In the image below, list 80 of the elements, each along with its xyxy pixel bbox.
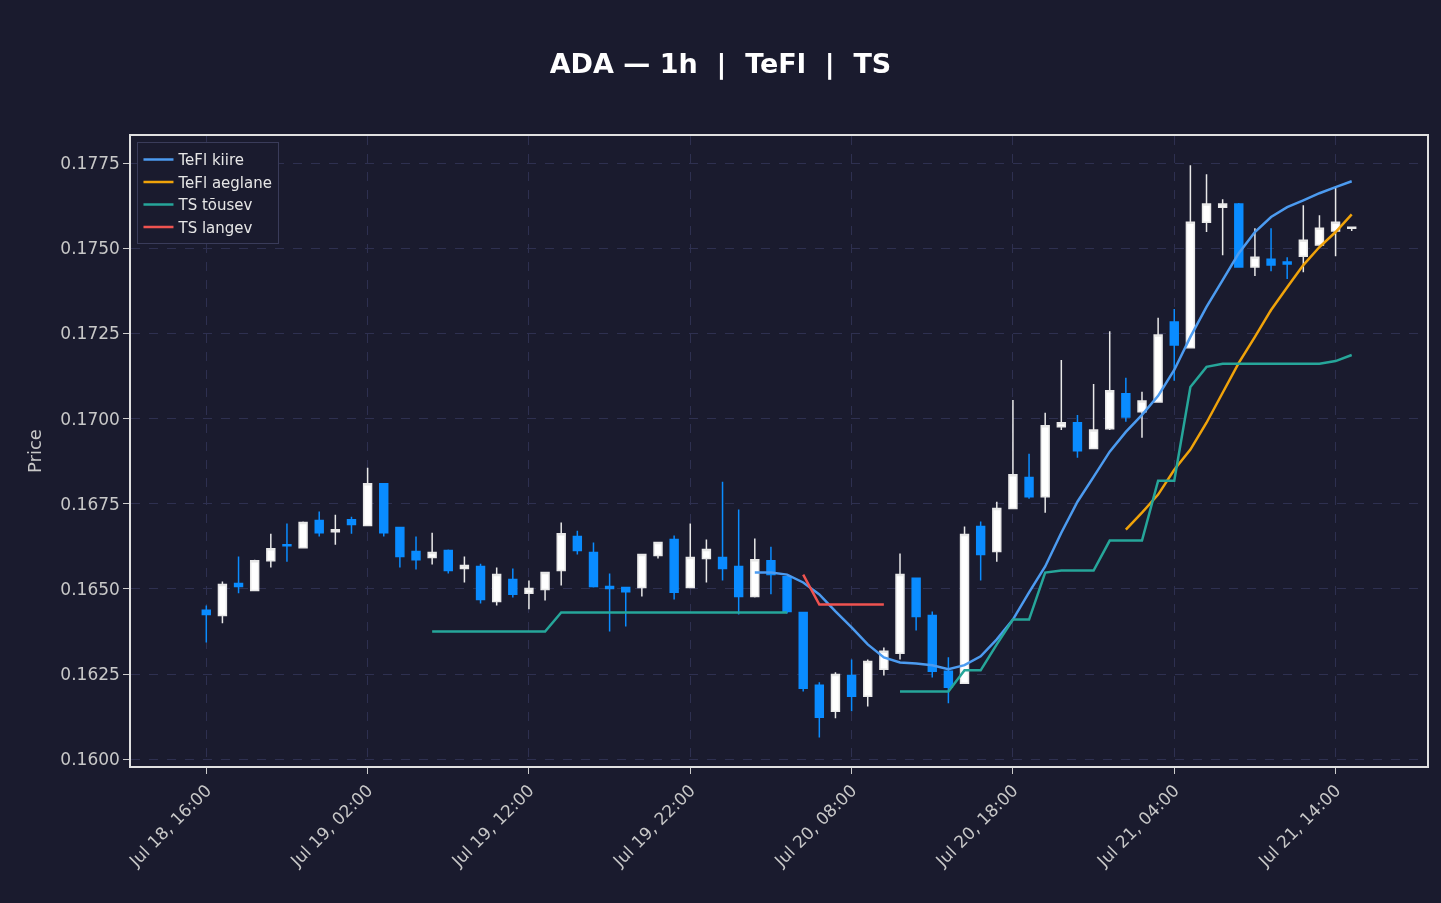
- candlestick: [556, 521, 566, 587]
- y-tick-label: 0.1675: [60, 493, 120, 514]
- chart-title: ADA — 1h | TeFl | TS: [549, 47, 892, 80]
- candlestick: [782, 575, 792, 615]
- candlestick: [1217, 198, 1228, 256]
- candlestick: [266, 533, 276, 569]
- candlestick: [233, 555, 244, 595]
- candlestick: [540, 571, 550, 602]
- candlestick: [411, 535, 421, 571]
- candlestick: [604, 572, 615, 633]
- candlestick: [362, 466, 373, 527]
- candlestick: [798, 611, 808, 693]
- candlestick: [621, 586, 631, 628]
- candlestick: [1121, 377, 1131, 423]
- candlestick: [1250, 227, 1260, 277]
- candlestick: [1105, 330, 1115, 431]
- candlestick: [217, 580, 228, 625]
- y-axis-title: Price: [24, 429, 46, 473]
- candlestick: [975, 520, 986, 582]
- y-tick-label: 0.1750: [60, 238, 120, 259]
- candlestick: [298, 520, 308, 549]
- candlestick: [427, 531, 437, 566]
- candlestick: [653, 541, 663, 560]
- candlestick: [830, 671, 841, 720]
- candlestick: [1282, 256, 1292, 280]
- candlestick: [443, 548, 453, 575]
- candlestick: [863, 658, 873, 708]
- candlestick: [959, 525, 970, 684]
- candlestick: [1169, 308, 1179, 382]
- candlestick: [669, 534, 679, 601]
- y-tick-label: 0.1725: [60, 323, 120, 344]
- y-tick-label: 0.1600: [60, 749, 120, 770]
- candlestick: [895, 552, 905, 661]
- candlestick: [395, 526, 405, 569]
- candlestick: [491, 566, 502, 607]
- legend-label: TS langev: [177, 218, 253, 237]
- candlestick: [330, 513, 341, 546]
- candlestick: [508, 567, 518, 599]
- candlestick: [588, 541, 599, 589]
- candlestick: [1088, 383, 1099, 450]
- candlestick: [1185, 164, 1196, 349]
- candlestick: [1072, 414, 1083, 459]
- candlestick: [201, 604, 211, 644]
- candlestick: [1298, 204, 1309, 273]
- candlestick: [282, 522, 292, 563]
- candlestick: [685, 522, 695, 589]
- candlestick: [1330, 186, 1341, 257]
- candlestick: [927, 610, 937, 679]
- candlestick: [1153, 317, 1163, 403]
- candlestick: [379, 482, 389, 538]
- candlestick: [814, 681, 825, 739]
- candlestick: [992, 500, 1002, 563]
- line-series: [1124, 213, 1353, 531]
- candlestick: [1024, 452, 1034, 500]
- candlestick: [750, 537, 760, 599]
- y-tick-label: 0.1625: [60, 664, 120, 684]
- candlestick: [1008, 399, 1018, 510]
- legend-label: TS tõusev: [177, 196, 253, 215]
- candlestick: [572, 529, 583, 556]
- candlestick: [1266, 227, 1276, 272]
- candlestick: [637, 553, 647, 598]
- candlestick: [1056, 359, 1067, 431]
- candlestick: [911, 577, 921, 632]
- y-tick-label: 0.1650: [60, 578, 120, 599]
- candlestick: [249, 558, 260, 592]
- candlestick: [846, 658, 857, 712]
- y-tick-label: 0.1775: [60, 153, 120, 174]
- y-tick-label: 0.1700: [60, 408, 120, 429]
- candlestick: [524, 579, 534, 611]
- legend-label: TeFl aeglane: [177, 173, 272, 192]
- candlestick: [475, 562, 486, 605]
- candlestick: [1137, 391, 1147, 439]
- candlestick: [701, 538, 712, 584]
- candlestick: [314, 510, 324, 538]
- candlestick: [346, 515, 357, 535]
- legend-label: TeFl kiire: [177, 151, 244, 170]
- line-series: [753, 180, 1353, 671]
- candlestick: [1040, 412, 1050, 514]
- candlestick: [1201, 173, 1212, 233]
- candlestick: [717, 480, 728, 582]
